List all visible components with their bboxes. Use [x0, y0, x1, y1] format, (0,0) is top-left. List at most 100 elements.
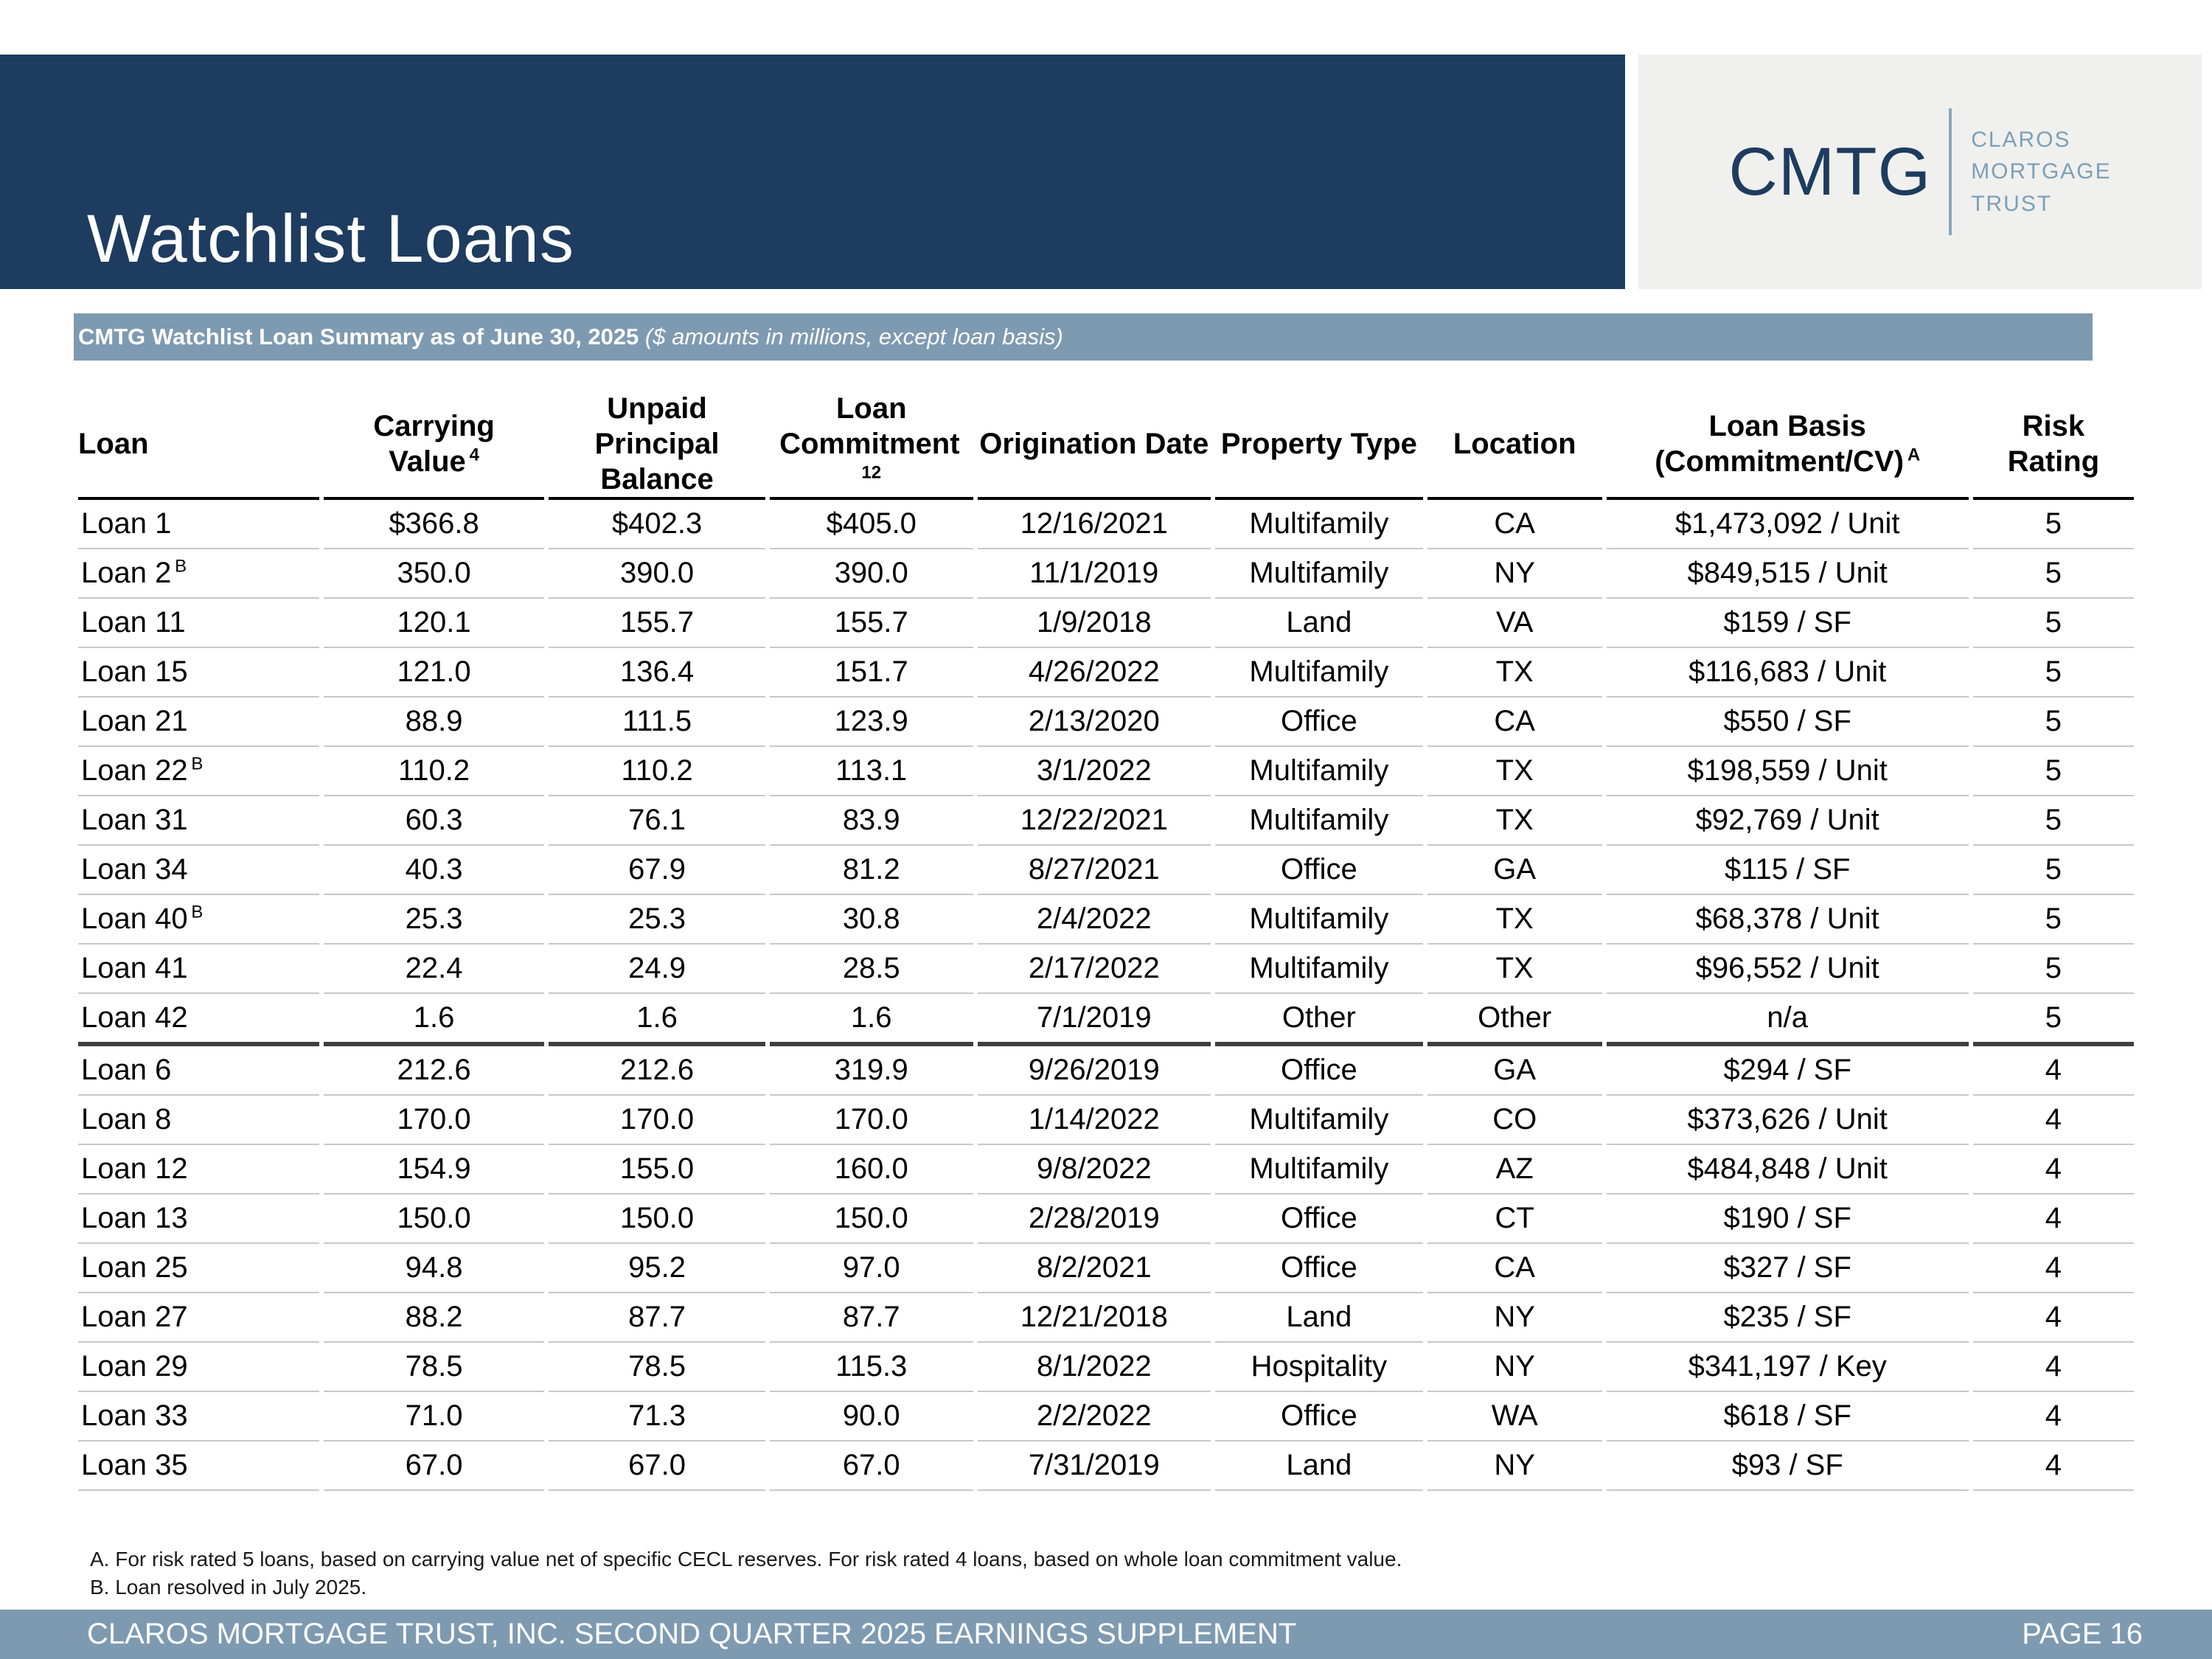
cell-loan-commitment: 28.5	[769, 945, 973, 994]
cell-loan-basis: $68,378 / Unit	[1606, 895, 1969, 945]
cell-location: CA	[1427, 500, 1602, 549]
cell-loan: Loan 41	[78, 945, 319, 994]
cell-risk-rating: 5	[1972, 945, 2134, 994]
cell-property-type: Office	[1214, 1392, 1423, 1441]
cell-loan: Loan 27	[78, 1293, 319, 1343]
cell-carrying-value: 212.6	[323, 1046, 545, 1096]
cell-risk-rating: 4	[1972, 1343, 2134, 1392]
cell-risk-rating: 4	[1972, 1392, 2134, 1441]
cell-unpaid-principal-balance: 212.6	[549, 1046, 765, 1096]
cell-risk-rating: 5	[1972, 747, 2134, 796]
cell-location: NY	[1427, 1441, 1602, 1491]
watchlist-loan-table: Loan Carrying Value 4 Unpaid Principal Balan…	[74, 391, 2138, 1491]
loan-row: Loan 12 154.9 155.0 160.0 9/8/2022 Multifamil…	[78, 1145, 2134, 1194]
cell-risk-rating: 5	[1972, 549, 2134, 599]
cell-property-type: Office	[1214, 698, 1423, 747]
loan-row: Loan 8 170.0 170.0 170.0 1/14/2022 Multifamil…	[78, 1096, 2134, 1145]
cell-loan-basis: $550 / SF	[1606, 698, 1969, 747]
cell-risk-rating: 4	[1972, 1293, 2134, 1343]
cell-origination-date: 2/4/2022	[977, 895, 1211, 945]
table-title-note: ($ amounts in millions, except loan basi…	[644, 324, 1063, 349]
cell-carrying-value: 88.2	[323, 1293, 545, 1343]
cell-loan-basis: $92,769 / Unit	[1606, 796, 1969, 846]
cell-carrying-value: 22.4	[323, 945, 545, 994]
cell-property-type: Other	[1214, 994, 1423, 1046]
loan-row: Loan 1 $366.8 $402.3 $405.0 12/16/2021 Multif…	[78, 500, 2134, 549]
cell-carrying-value: 110.2	[323, 747, 545, 796]
cell-carrying-value: 154.9	[323, 1145, 545, 1194]
cell-property-type: Land	[1214, 1293, 1423, 1343]
cell-unpaid-principal-balance: 71.3	[549, 1392, 765, 1441]
cell-unpaid-principal-balance: 87.7	[549, 1293, 765, 1343]
cell-origination-date: 8/1/2022	[977, 1343, 1211, 1392]
loan-footnote-ref: B	[187, 754, 204, 774]
cell-loan-basis: $341,197 / Key	[1606, 1343, 1969, 1392]
cell-origination-date: 11/1/2019	[977, 549, 1211, 599]
cell-carrying-value: 67.0	[323, 1441, 545, 1491]
cell-property-type: Hospitality	[1214, 1343, 1423, 1392]
cell-location: TX	[1427, 747, 1602, 796]
cell-unpaid-principal-balance: 155.0	[549, 1145, 765, 1194]
cell-location: VA	[1427, 599, 1602, 648]
cell-loan: Loan 8	[78, 1096, 319, 1145]
cell-unpaid-principal-balance: $402.3	[549, 500, 765, 549]
cell-property-type: Office	[1214, 846, 1423, 895]
cell-location: CT	[1427, 1194, 1602, 1244]
cell-loan: Loan 21	[78, 698, 319, 747]
cell-loan-basis: $618 / SF	[1606, 1392, 1969, 1441]
header-footnote-ref: 4	[465, 445, 479, 465]
cell-location: CO	[1427, 1096, 1602, 1145]
cell-unpaid-principal-balance: 76.1	[549, 796, 765, 846]
logo-name-line-3: TRUST	[1971, 191, 2053, 216]
cell-carrying-value: 78.5	[323, 1343, 545, 1392]
cell-carrying-value: 40.3	[323, 846, 545, 895]
cell-loan: Loan 2 B	[78, 549, 319, 599]
cell-property-type: Multifamily	[1214, 796, 1423, 846]
cell-property-type: Office	[1214, 1244, 1423, 1293]
cell-loan-commitment: 67.0	[769, 1441, 973, 1491]
cell-unpaid-principal-balance: 150.0	[549, 1194, 765, 1244]
cell-unpaid-principal-balance: 155.7	[549, 599, 765, 648]
cell-loan: Loan 35	[78, 1441, 319, 1491]
cell-location: CA	[1427, 1244, 1602, 1293]
logo-name: CLAROS MORTGAGE TRUST	[1971, 124, 2111, 220]
cell-loan-basis: $93 / SF	[1606, 1441, 1969, 1491]
cell-risk-rating: 5	[1972, 599, 2134, 648]
col-header-risk-rating: Risk Rating	[1972, 391, 2134, 500]
loan-row: Loan 13 150.0 150.0 150.0 2/28/2019 Office CT $…	[78, 1194, 2134, 1244]
loan-row: Loan 6 212.6 212.6 319.9 9/26/2019 Office GA $2…	[78, 1046, 2134, 1096]
cell-carrying-value: 88.9	[323, 698, 545, 747]
cell-loan-basis: $96,552 / Unit	[1606, 945, 1969, 994]
loan-row: Loan 2 B 350.0 390.0 390.0 11/1/2019 Multifam…	[78, 549, 2134, 599]
cell-unpaid-principal-balance: 136.4	[549, 648, 765, 698]
cell-loan-basis: $115 / SF	[1606, 846, 1969, 895]
cell-origination-date: 3/1/2022	[977, 747, 1211, 796]
cell-loan-basis: $327 / SF	[1606, 1244, 1969, 1293]
cell-carrying-value: 121.0	[323, 648, 545, 698]
loan-table-header: Loan Carrying Value 4 Unpaid Principal Balan…	[78, 391, 2134, 500]
cell-unpaid-principal-balance: 95.2	[549, 1244, 765, 1293]
cell-unpaid-principal-balance: 1.6	[549, 994, 765, 1046]
cell-risk-rating: 5	[1972, 796, 2134, 846]
cell-location: TX	[1427, 945, 1602, 994]
cmtg-logo-abbr: CMTG	[1728, 133, 1932, 209]
cell-property-type: Multifamily	[1214, 1096, 1423, 1145]
cell-risk-rating: 4	[1972, 1046, 2134, 1096]
cell-loan-commitment: 87.7	[769, 1293, 973, 1343]
cell-origination-date: 8/2/2021	[977, 1244, 1211, 1293]
cell-origination-date: 2/17/2022	[977, 945, 1211, 994]
loan-row: Loan 31 60.3 76.1 83.9 12/22/2021 Multifamily…	[78, 796, 2134, 846]
cell-loan-basis: $1,473,092 / Unit	[1606, 500, 1969, 549]
cell-risk-rating: 4	[1972, 1096, 2134, 1145]
page-title: Watchlist Loans	[87, 201, 574, 276]
cell-loan-commitment: 155.7	[769, 599, 973, 648]
cell-loan-commitment: 170.0	[769, 1096, 973, 1145]
cell-origination-date: 9/8/2022	[977, 1145, 1211, 1194]
cell-carrying-value: 94.8	[323, 1244, 545, 1293]
logo-name-line-2: MORTGAGE	[1971, 159, 2112, 184]
cell-unpaid-principal-balance: 25.3	[549, 895, 765, 945]
loan-row: Loan 41 22.4 24.9 28.5 2/17/2022 Multifamily T…	[78, 945, 2134, 994]
cell-property-type: Multifamily	[1214, 945, 1423, 994]
footnotes: A. For risk rated 5 loans, based on carr…	[90, 1545, 1402, 1601]
cell-location: NY	[1427, 1343, 1602, 1392]
